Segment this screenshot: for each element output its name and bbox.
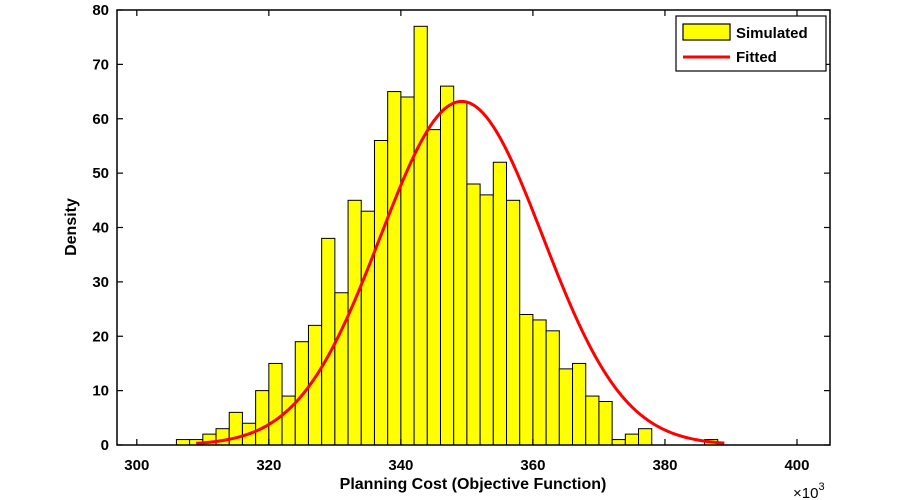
histogram-bar	[532, 319, 547, 446]
y-tick-label: 0	[101, 437, 109, 454]
y-tick-label: 10	[92, 383, 109, 400]
x-tick-label: 320	[256, 457, 281, 474]
legend-swatch-simulated	[682, 23, 731, 41]
histogram-bar	[373, 140, 389, 446]
histogram-bar	[598, 401, 613, 446]
x-axis-label: Planning Cost (Objective Function)	[340, 476, 607, 493]
y-tick-label: 40	[92, 220, 109, 237]
x-axis-multiplier-exponent: 3	[818, 481, 824, 493]
histogram-bar	[268, 362, 283, 446]
y-tick-label: 20	[92, 328, 109, 345]
histogram-bar	[572, 362, 587, 446]
histogram-bar	[175, 439, 191, 446]
histogram-bar	[387, 91, 402, 446]
histogram-bar	[492, 161, 508, 446]
x-axis-multiplier: ×103	[793, 481, 825, 500]
histogram-bar	[360, 210, 375, 446]
x-tick-label: 300	[124, 457, 149, 474]
histogram-bar	[321, 237, 336, 446]
y-tick-label: 80	[92, 2, 109, 19]
histogram-bar	[638, 428, 653, 446]
histogram-bar	[506, 199, 521, 446]
histogram-bar	[413, 25, 428, 446]
histogram-bar	[426, 129, 441, 446]
legend-label-fitted: Fitted	[736, 49, 777, 66]
x-tick-label: 340	[388, 457, 413, 474]
x-tick-label: 360	[520, 457, 545, 474]
histogram-bar	[479, 194, 494, 446]
legend: Simulated Fitted	[675, 15, 827, 72]
histogram-bar	[347, 199, 362, 446]
x-tick-label: 380	[652, 457, 677, 474]
y-tick-label: 30	[92, 274, 109, 291]
legend-label-simulated: Simulated	[736, 25, 808, 42]
histogram-bar	[334, 292, 349, 446]
histogram-bar	[255, 390, 270, 446]
histogram-bar	[519, 314, 534, 446]
x-tick-label: 400	[784, 457, 809, 474]
histogram-bar	[558, 368, 574, 446]
y-tick-label: 50	[92, 165, 109, 182]
y-axis-ticks: 0 10 20 30 40 50 60 70 80	[92, 2, 830, 454]
histogram-bar	[400, 96, 415, 446]
histogram-bar	[439, 85, 455, 446]
fitted-curve	[196, 99, 725, 445]
y-tick-label: 60	[92, 111, 109, 128]
x-axis-multiplier-base: ×10	[793, 485, 818, 500]
histogram-bar	[611, 439, 626, 446]
histogram-bar	[624, 433, 640, 446]
y-tick-label: 70	[92, 56, 109, 73]
histogram-bars	[175, 25, 719, 446]
y-axis-label: Density	[63, 198, 80, 256]
histogram-bar	[453, 101, 468, 446]
x-axis-ticks: 300 320 340 360 380 400	[124, 10, 810, 474]
histogram-bar	[585, 395, 600, 446]
histogram-bar	[466, 183, 481, 446]
histogram-bar	[545, 330, 560, 446]
